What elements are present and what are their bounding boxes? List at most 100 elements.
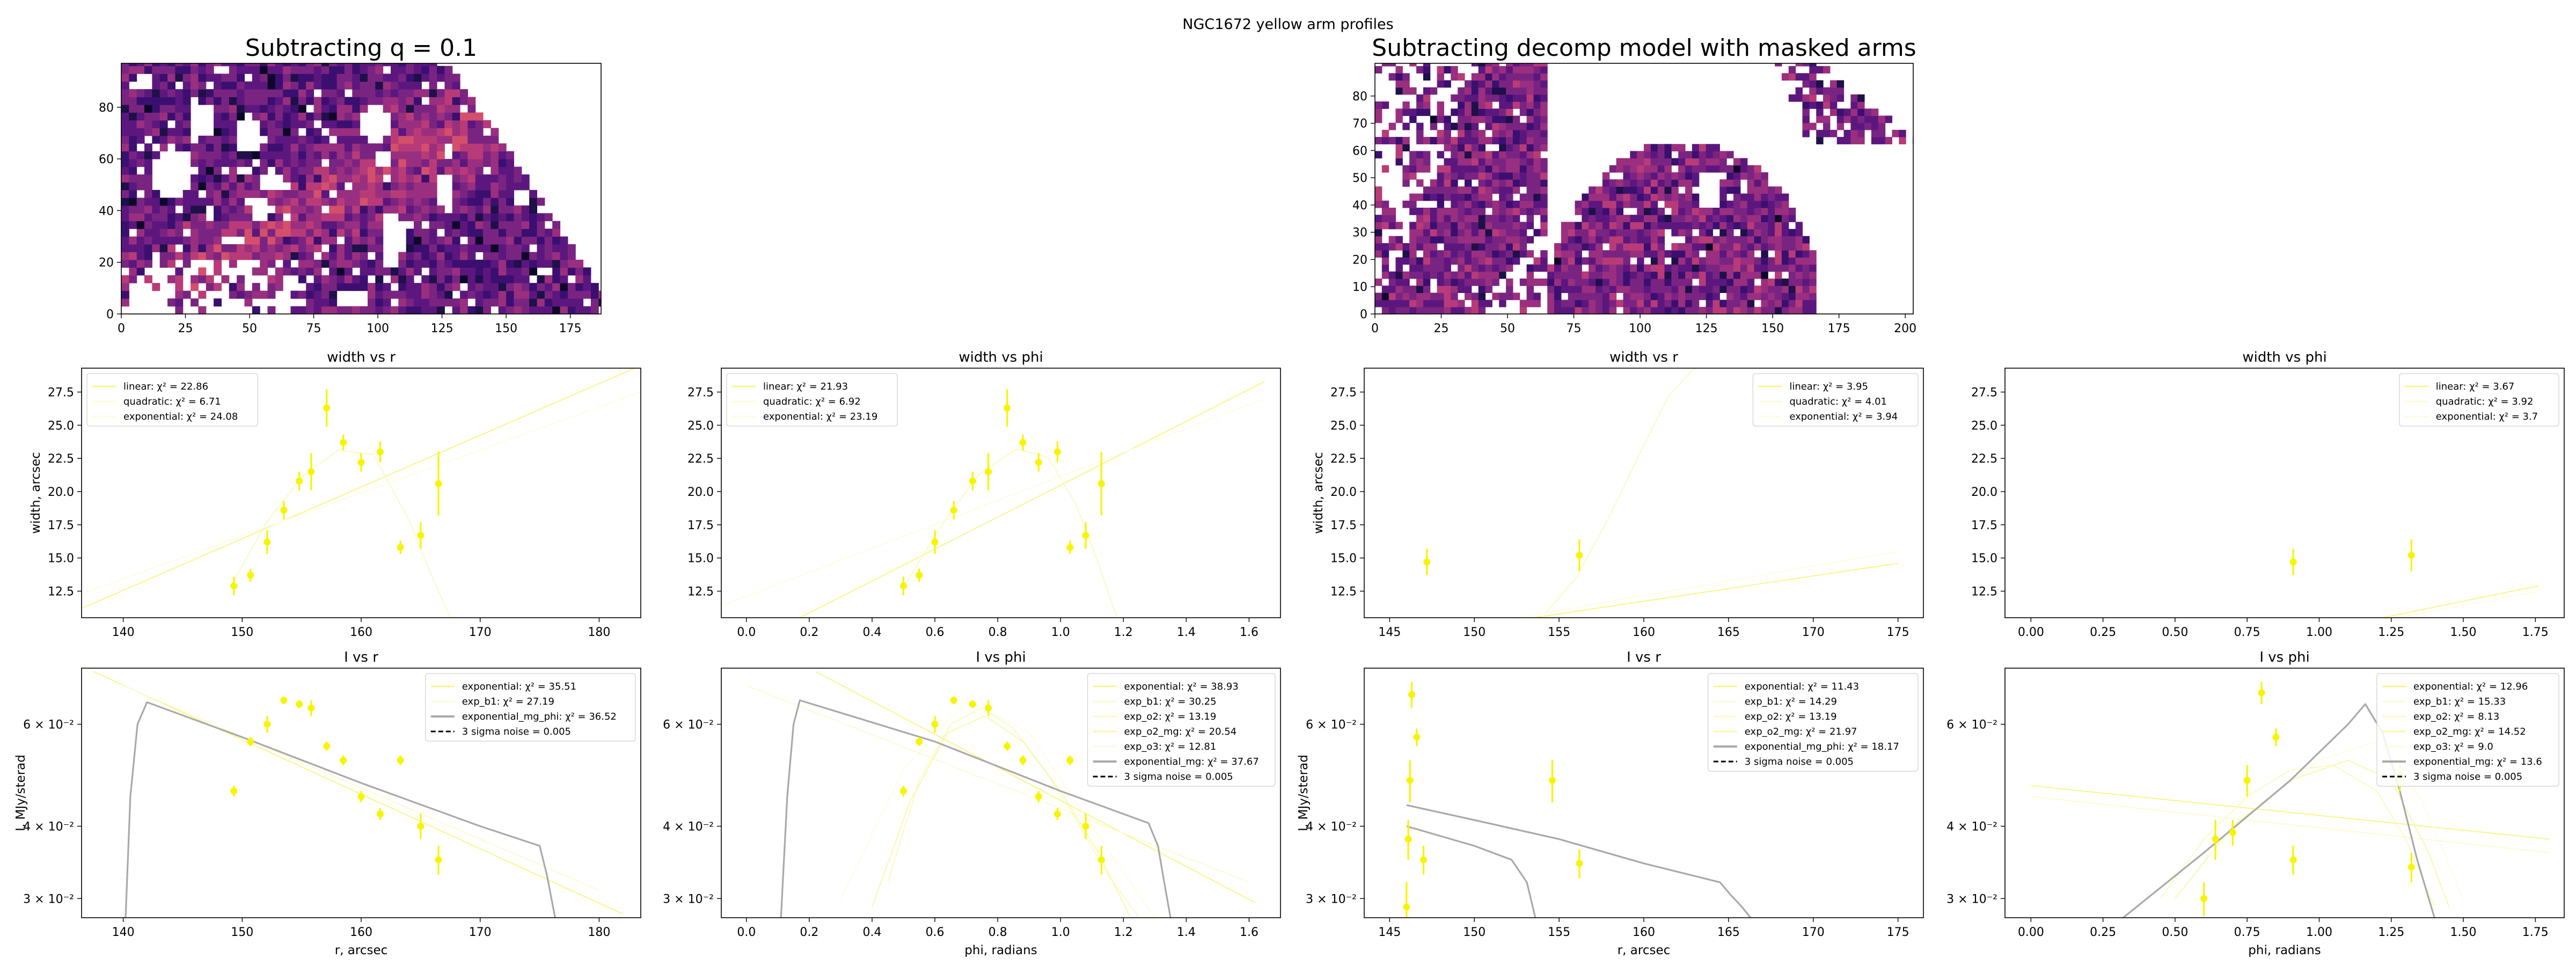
pixel [383, 89, 391, 98]
pixel [336, 81, 345, 90]
pixel [1733, 257, 1741, 265]
pixel [1388, 63, 1396, 67]
pixel [1471, 73, 1479, 81]
pixel [391, 143, 399, 152]
pixel [1423, 292, 1431, 301]
pixel [1637, 236, 1644, 244]
data-points [900, 696, 1105, 875]
pixel [1492, 151, 1499, 159]
data-point [931, 538, 939, 546]
pixel [1375, 215, 1382, 222]
pixel [1775, 279, 1782, 286]
pixel [152, 205, 160, 214]
data-point [2229, 829, 2236, 836]
series-lines [2382, 585, 2538, 618]
pixel [514, 213, 522, 222]
y-tick-label: 0 [1360, 308, 1367, 321]
pixel [267, 135, 276, 144]
pixel [383, 105, 391, 113]
pixel [1492, 243, 1499, 251]
pixel [1492, 215, 1499, 222]
pixel [1506, 101, 1513, 109]
pixel [1768, 306, 1775, 314]
pixel [1533, 80, 1541, 88]
pixel [1719, 222, 1727, 230]
pixel [1526, 108, 1534, 116]
pixel [1458, 299, 1465, 308]
pixel [1485, 87, 1492, 95]
pixel [1423, 215, 1431, 222]
pixel [1802, 236, 1810, 244]
pixel [391, 97, 399, 105]
pixel [360, 135, 368, 144]
pixel [321, 189, 330, 198]
pixel [298, 97, 306, 105]
pixel [1526, 299, 1534, 308]
data-point [280, 507, 288, 514]
pixel [529, 205, 537, 214]
pixel [237, 74, 245, 82]
pixel [182, 112, 191, 121]
pixel [252, 267, 260, 276]
pixel [214, 135, 222, 144]
legend-label: exponential: χ² = 11.43 [1745, 681, 1859, 692]
pixel [1416, 165, 1424, 173]
legend-box [425, 673, 636, 742]
pixel [1478, 66, 1486, 74]
pixel [1582, 200, 1589, 208]
pixel [221, 182, 230, 191]
pixel [1471, 193, 1479, 201]
pixel [198, 197, 207, 206]
pixel [275, 151, 283, 159]
pixel [344, 81, 353, 90]
y-tick-label: 60 [99, 153, 114, 166]
pixel [483, 221, 491, 229]
pixel [1788, 286, 1796, 293]
pixel [1623, 179, 1630, 187]
pixel [344, 252, 353, 260]
pixel [437, 205, 445, 214]
pixel [1471, 108, 1479, 116]
pixel [560, 244, 568, 252]
pixel [198, 159, 207, 167]
pixel [129, 213, 137, 222]
pixel [1802, 306, 1810, 314]
pixel [1713, 215, 1720, 222]
pixel [360, 174, 368, 182]
pixel [1492, 200, 1499, 208]
pixel [275, 128, 283, 136]
pixel [336, 120, 345, 128]
pixel [1589, 200, 1596, 208]
pixel [1713, 144, 1720, 152]
x-tick-label: 1.0 [1051, 926, 1070, 939]
pixel [429, 275, 437, 283]
pixel [283, 189, 291, 198]
pixel [321, 135, 330, 144]
pixel [1644, 200, 1651, 208]
pixel [1747, 243, 1755, 251]
pixel [491, 174, 499, 182]
pixel [275, 112, 283, 121]
pixel [321, 120, 330, 128]
pixel [298, 306, 306, 314]
pixel [352, 97, 361, 105]
pixel [1671, 243, 1679, 251]
pixel [498, 267, 507, 276]
pixel [1423, 87, 1431, 95]
pixel [506, 283, 514, 291]
pixel [1582, 257, 1589, 265]
pixel [1726, 299, 1734, 308]
pixel [444, 236, 453, 245]
pixel [1395, 279, 1403, 286]
pixel [491, 135, 499, 144]
pixel [136, 229, 145, 237]
pixel [1685, 306, 1693, 314]
pixel [221, 143, 230, 152]
pixel [159, 120, 168, 128]
pixel [1650, 172, 1658, 180]
pixel [1747, 292, 1755, 301]
pixel [375, 63, 384, 67]
pixel [1692, 271, 1700, 279]
pixel [167, 221, 175, 229]
pixel [1781, 200, 1789, 208]
